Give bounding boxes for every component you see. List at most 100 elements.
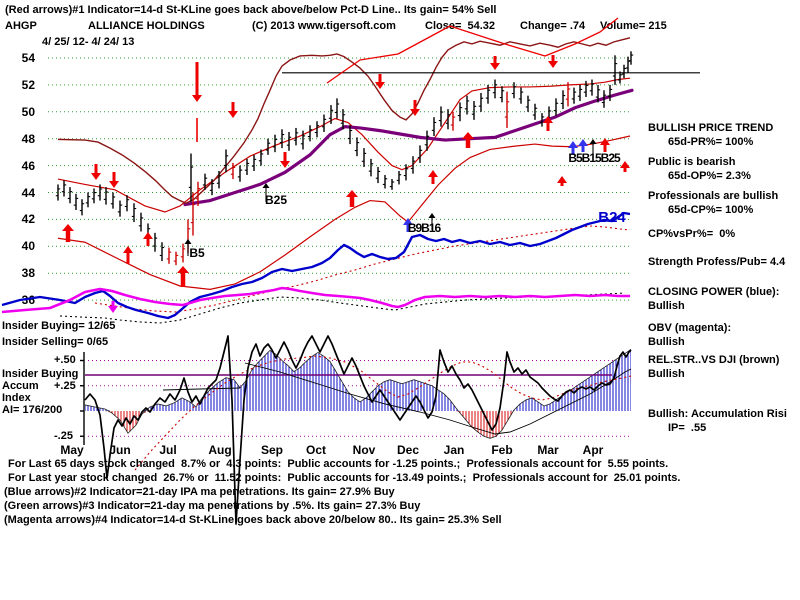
- price-tick-label: 36: [21, 293, 35, 308]
- blue-up-arrowhead: [403, 218, 413, 225]
- analysis-panel-line: 65d-PR%= 100%: [668, 136, 754, 148]
- price-tick-label: 52: [21, 77, 35, 92]
- lower-band-line: [57, 135, 631, 290]
- price-tick-label: 40: [21, 239, 35, 254]
- accum-envelope-line: [84, 349, 632, 439]
- change-value: Change= .74: [520, 20, 586, 32]
- summary-line-1: For Last 65 days stock changed 8.7% or 4…: [8, 458, 669, 470]
- red-up-arrowhead: [620, 161, 630, 168]
- analysis-panel-line: CP%vsPr%= 0%: [648, 228, 736, 240]
- red-up-arrowhead: [62, 224, 74, 231]
- lower-tick-plus50: +.50: [54, 354, 76, 366]
- ticker-symbol: AHGP: [5, 20, 37, 32]
- analysis-panel-line: Strength Profess/Pub= 4.4: [648, 256, 786, 268]
- lower-flat-line: [162, 387, 241, 391]
- analysis-panel-line: CLOSING POWER (blue):: [648, 286, 780, 298]
- volume-value: Volume= 215: [600, 20, 667, 32]
- signal-label-b5b15b25: B5B15B25: [568, 151, 621, 165]
- red-up-arrowhead: [600, 138, 610, 145]
- black-up-arrowhead: [184, 239, 192, 244]
- price-tick-label: 48: [21, 131, 35, 146]
- accum-index-value: AI= 176/200: [2, 404, 63, 416]
- red-up-arrowhead: [346, 190, 358, 197]
- red-down-arrowhead: [490, 63, 500, 70]
- red-down-arrowhead: [91, 173, 101, 180]
- lower-tick-plus25: +.25: [54, 380, 76, 392]
- month-tick-label: Apr: [582, 443, 604, 457]
- month-tick-label: Jul: [159, 443, 177, 457]
- price-tick-label: 42: [21, 212, 35, 227]
- magenta-down-arrowhead: [108, 306, 118, 313]
- analysis-panel-line: REL.STR..VS DJI (brown): [648, 354, 780, 366]
- summary-line-2: For Last year stock changed 26.7% or 11.…: [8, 472, 681, 484]
- price-tick-label: 44: [21, 185, 35, 200]
- month-tick-label: Jan: [443, 443, 465, 457]
- insider-selling-count: Insider Selling= 0/65: [2, 336, 109, 348]
- price-tick-label: 46: [21, 158, 35, 173]
- company-name: ALLIANCE HOLDINGS: [88, 20, 205, 32]
- insider-buying-line-label: Insider Buying: [2, 368, 79, 380]
- red-up-arrowhead: [123, 246, 133, 253]
- red-down-arrowhead: [109, 181, 119, 188]
- summary-line-5: (Magenta arrows)#4 Indicator=14-d St-KLi…: [4, 514, 502, 526]
- price-tick-label: 54: [21, 51, 35, 65]
- relative-strength-line: [57, 37, 631, 205]
- black-up-arrowhead: [589, 139, 597, 144]
- accum-negative-area: [85, 411, 631, 439]
- red-down-arrowhead: [548, 61, 558, 68]
- lower-tick-minus25: -.25: [54, 430, 73, 442]
- red-down-arrowhead: [280, 161, 290, 168]
- black-up-arrowhead: [428, 213, 436, 218]
- black-dotted-trend-line: [59, 292, 626, 324]
- accum-positive-area: [85, 349, 631, 411]
- red-down-arrowhead: [228, 111, 238, 118]
- blue-up-arrowhead: [568, 141, 578, 148]
- signal-legend-1: (Red arrows)#1 Indicator=14-d St-KLine g…: [5, 4, 497, 16]
- month-tick-label: Jun: [109, 443, 131, 457]
- month-tick-label: Sep: [260, 443, 284, 457]
- price-panel: [1, 17, 700, 324]
- red-dotted-trend-line: [94, 225, 631, 313]
- red-down-arrowhead: [410, 109, 420, 116]
- analysis-panel-line: Bullish: [648, 300, 685, 312]
- analysis-panel-line: 65d-CP%= 100%: [668, 204, 754, 216]
- red-down-arrowhead: [192, 95, 202, 102]
- signal-arrows: [62, 55, 630, 313]
- month-tick-label: Oct: [305, 443, 327, 457]
- gridlines: [48, 57, 630, 437]
- analysis-panel-line: IP= .55: [668, 422, 707, 434]
- analysis-panel-line: OBV (magenta):: [648, 322, 732, 334]
- analysis-panel-line: BULLISH PRICE TREND: [648, 122, 774, 134]
- accum-label: Accum: [2, 380, 39, 392]
- month-tick-label: Nov: [352, 443, 376, 457]
- month-tick-label: Aug: [208, 443, 232, 457]
- signal-label-b25: B25: [265, 193, 287, 207]
- signal-label-b9b16: B9B16: [408, 221, 442, 235]
- closing-power-line: [1, 211, 631, 320]
- month-tick-label: Mar: [537, 443, 559, 457]
- summary-line-4: (Green arrows)#3 Indicator=21-day ma pen…: [4, 500, 421, 512]
- analysis-panel-line: 65d-OP%= 2.3%: [668, 170, 751, 182]
- red-up-arrowhead: [557, 176, 567, 183]
- red-up-arrowhead: [428, 170, 438, 177]
- copyright: (C) 2013 www.tigersoft.com: [252, 20, 396, 32]
- month-tick-label: May: [60, 443, 84, 457]
- chart-annotations: B5 B25 B9B16 B5B15B25 B24: [189, 151, 626, 260]
- analysis-panel-line: Professionals are bullish: [648, 190, 779, 202]
- analysis-panel-line: Bullish: [648, 368, 685, 380]
- ma-65d-line: [183, 88, 634, 207]
- price-tick-label: 38: [21, 266, 35, 281]
- month-tick-label: Dec: [396, 443, 420, 457]
- summary-line-3: (Blue arrows)#2 Indicator=21-day IPA ma …: [4, 486, 395, 498]
- upper-band-line: [57, 77, 631, 213]
- close-value: Close= 54.32: [425, 20, 496, 32]
- date-range: 4/ 25/ 12- 4/ 24/ 13: [42, 36, 135, 48]
- red-up-arrowhead: [543, 116, 553, 123]
- red-up-arrowhead: [462, 132, 474, 139]
- month-tick-label: Feb: [491, 443, 513, 457]
- price-tick-label: 50: [21, 104, 35, 119]
- red-up-arrowhead: [177, 266, 189, 273]
- red-up-arrowhead: [143, 232, 153, 239]
- black-up-arrowhead: [262, 183, 270, 188]
